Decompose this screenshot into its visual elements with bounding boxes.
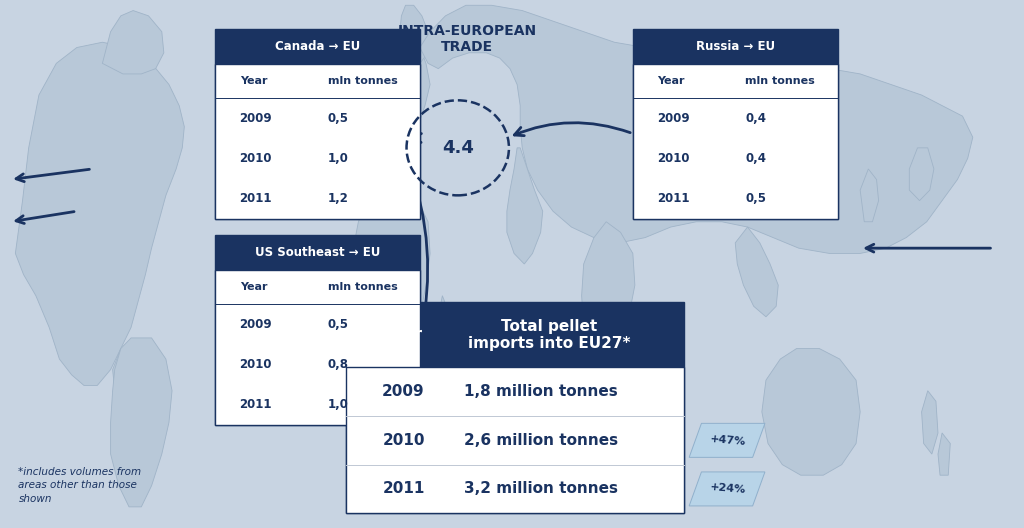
Text: +47%: +47% — [710, 434, 746, 447]
Text: 2011: 2011 — [240, 399, 272, 411]
Text: 2009: 2009 — [382, 384, 425, 399]
Polygon shape — [360, 148, 379, 201]
Polygon shape — [860, 169, 879, 222]
Polygon shape — [909, 148, 934, 201]
Text: 1,0: 1,0 — [328, 399, 348, 411]
Text: 0,5: 0,5 — [745, 193, 767, 205]
Polygon shape — [111, 338, 172, 507]
Text: Year: Year — [240, 76, 267, 86]
Text: 4.4: 4.4 — [441, 139, 474, 157]
Polygon shape — [689, 472, 765, 506]
FancyBboxPatch shape — [215, 64, 420, 219]
Polygon shape — [507, 148, 543, 264]
Text: Total pellet
imports into EU27*: Total pellet imports into EU27* — [468, 318, 630, 351]
Polygon shape — [399, 5, 428, 63]
Polygon shape — [582, 222, 635, 359]
Text: US Southeast → EU: US Southeast → EU — [255, 246, 380, 259]
Text: 2011: 2011 — [240, 193, 272, 205]
Polygon shape — [938, 433, 950, 475]
FancyBboxPatch shape — [346, 367, 684, 513]
FancyBboxPatch shape — [633, 64, 838, 219]
Polygon shape — [438, 296, 446, 333]
Text: Canada → EU: Canada → EU — [274, 40, 360, 53]
Text: 0,8: 0,8 — [328, 358, 349, 371]
Polygon shape — [735, 227, 778, 317]
Text: 1,8 million tonnes: 1,8 million tonnes — [465, 384, 618, 399]
Text: mln tonnes: mln tonnes — [745, 76, 815, 86]
Polygon shape — [922, 391, 938, 454]
Text: 2011: 2011 — [657, 193, 690, 205]
Polygon shape — [113, 348, 135, 401]
Text: 0,4: 0,4 — [745, 152, 767, 165]
Text: 2009: 2009 — [240, 318, 272, 331]
Polygon shape — [689, 423, 765, 457]
Text: 2009: 2009 — [657, 112, 690, 125]
Polygon shape — [361, 63, 377, 106]
Polygon shape — [762, 348, 860, 475]
Text: +24%: +24% — [710, 483, 746, 495]
Text: Year: Year — [385, 327, 423, 342]
Text: 0,5: 0,5 — [328, 318, 349, 331]
Polygon shape — [15, 42, 184, 385]
Text: 2010: 2010 — [382, 433, 425, 448]
Text: 0,5: 0,5 — [328, 112, 349, 125]
Polygon shape — [371, 37, 430, 180]
FancyBboxPatch shape — [215, 235, 420, 425]
Polygon shape — [420, 5, 973, 253]
Text: 0,4: 0,4 — [745, 112, 767, 125]
Text: 3,2 million tonnes: 3,2 million tonnes — [465, 482, 618, 496]
FancyBboxPatch shape — [215, 270, 420, 425]
Polygon shape — [102, 11, 164, 74]
Text: mln tonnes: mln tonnes — [328, 76, 397, 86]
Text: INTRA-EUROPEAN
TRADE: INTRA-EUROPEAN TRADE — [397, 24, 537, 54]
Text: 1,0: 1,0 — [328, 152, 348, 165]
FancyBboxPatch shape — [346, 302, 684, 513]
Text: Year: Year — [240, 282, 267, 292]
Text: 2010: 2010 — [657, 152, 690, 165]
Text: 2010: 2010 — [240, 358, 272, 371]
FancyBboxPatch shape — [215, 29, 420, 219]
Text: 2009: 2009 — [240, 112, 272, 125]
Text: 2,6 million tonnes: 2,6 million tonnes — [465, 433, 618, 448]
Text: Year: Year — [657, 76, 685, 86]
Text: 2010: 2010 — [240, 152, 272, 165]
Text: 2011: 2011 — [382, 482, 425, 496]
Text: 1,2: 1,2 — [328, 193, 348, 205]
Text: mln tonnes: mln tonnes — [328, 282, 397, 292]
FancyBboxPatch shape — [633, 29, 838, 219]
Polygon shape — [348, 180, 430, 444]
Text: Russia → EU: Russia → EU — [695, 40, 775, 53]
Text: *includes volumes from
areas other than those
shown: *includes volumes from areas other than … — [18, 467, 141, 504]
